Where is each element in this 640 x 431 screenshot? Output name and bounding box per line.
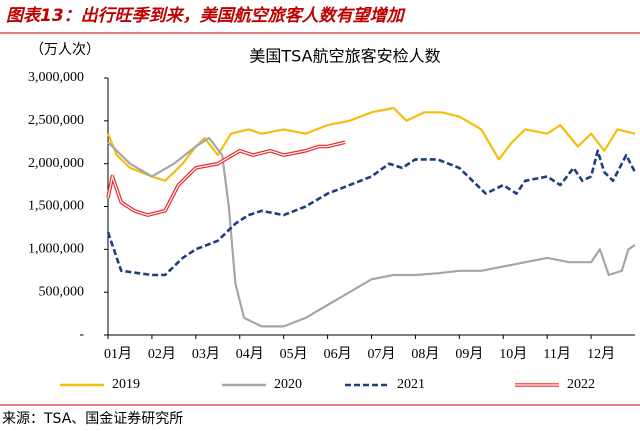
y-tick-label: 500,000 bbox=[39, 284, 85, 299]
y-tick-label: 3,000,000 bbox=[28, 70, 84, 85]
source: 来源：TSA、国金证券研究所 bbox=[2, 411, 183, 427]
x-tick-label: 11月 bbox=[543, 346, 570, 362]
y-tick-label: 2,500,000 bbox=[28, 113, 84, 128]
x-tick-label: 04月 bbox=[236, 346, 264, 362]
y-tick-label: 1,000,000 bbox=[28, 242, 84, 257]
series-line bbox=[107, 136, 636, 328]
x-tick-label: 08月 bbox=[411, 346, 439, 362]
x-tick-label: 06月 bbox=[324, 346, 352, 362]
y-tick-label: - bbox=[79, 327, 84, 342]
legend-label: 2020 bbox=[274, 377, 302, 392]
x-tick-label: 05月 bbox=[280, 346, 308, 362]
x-tick-label: 12月 bbox=[587, 346, 615, 362]
legend-label: 2019 bbox=[112, 377, 140, 392]
x-tick-label: 09月 bbox=[455, 346, 483, 362]
x-tick-label: 07月 bbox=[368, 346, 396, 362]
series-line-inner bbox=[107, 141, 346, 216]
x-tick-label: 02月 bbox=[148, 346, 176, 362]
y-tick-label: 2,000,000 bbox=[28, 156, 84, 171]
legend-label: 2021 bbox=[397, 377, 425, 392]
legend-label: 2022 bbox=[567, 377, 595, 392]
y-tick-label: 1,500,000 bbox=[28, 199, 84, 214]
series-line bbox=[106, 149, 637, 277]
x-tick-label: 10月 bbox=[499, 346, 527, 362]
x-tick-label: 03月 bbox=[192, 346, 220, 362]
figure-title: 图表13：出行旺季到来，美国航空旅客人数有望增加 bbox=[6, 6, 406, 26]
y-unit-label: （万人次） bbox=[30, 42, 100, 58]
chart-title: 美国TSA航空旅客安检人数 bbox=[249, 47, 440, 66]
x-tick-label: 01月 bbox=[104, 346, 132, 362]
series-line bbox=[106, 106, 636, 182]
